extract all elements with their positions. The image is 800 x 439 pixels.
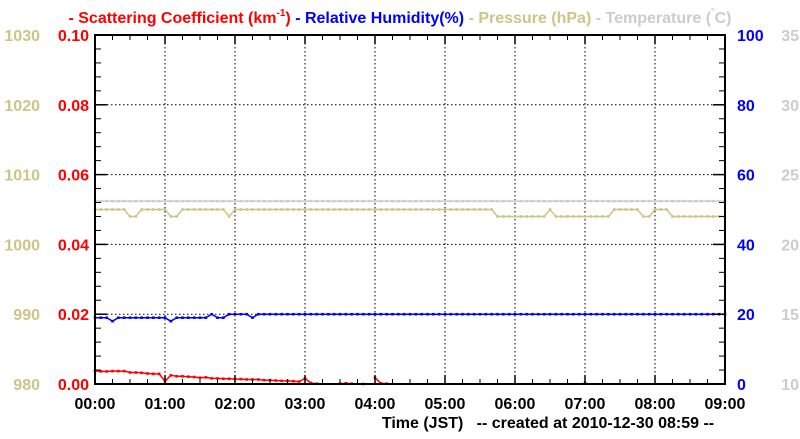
y-tick-label-pressure: 1030 [4,28,40,45]
y-tick-label-pressure: 1010 [4,168,40,185]
x-tick-label: 00:00 [75,396,116,413]
x-tick-label: 09:00 [705,396,746,413]
x-tick-label: 05:00 [425,396,466,413]
series-temperature [94,200,727,203]
y-tick-label-scatter: 0.08 [58,98,89,115]
y-tick-label-temperature: 25 [781,168,799,185]
y-tick-label-humidity: 100 [737,28,764,45]
x-tick-label: 08:00 [635,396,676,413]
y-tick-label-pressure: 1000 [4,237,40,254]
y-tick-label-temperature: 10 [781,377,799,394]
y-tick-label-humidity: 60 [737,168,755,185]
x-tick-label: 06:00 [495,396,536,413]
legend-temperature: - Temperature ( [596,10,712,27]
y-tick-label-scatter: 0.00 [58,377,89,394]
series-pressure [94,208,727,218]
y-tick-label-temperature: 15 [781,307,799,324]
legend-humidity: - Relative Humidity(%) [295,10,464,27]
y-tick-label-pressure: 990 [13,307,40,324]
series-humidity [94,313,727,323]
y-tick-label-scatter: 0.02 [58,307,89,324]
chart-title: - Scattering Coefficient (km-1) - Relati… [68,6,731,27]
legend-pressure: - Pressure (hPa) [469,10,592,27]
series-line-scatter [95,371,317,384]
y-tick-label-humidity: 40 [737,237,755,254]
legend-temperature-end: C) [715,10,732,27]
y-tick-label-scatter: 0.04 [58,237,89,254]
x-tick-label: 07:00 [565,396,606,413]
x-tick-label: 04:00 [355,396,396,413]
x-axis-label: Time (JST) -- created at 2010-12-30 08:5… [382,415,714,432]
legend-scatter: - Scattering Coefficient (km [68,10,276,27]
y-tick-label-pressure: 980 [13,377,40,394]
y-tick-label-scatter: 0.10 [58,28,89,45]
y-tick-label-scatter: 0.06 [58,168,89,185]
series-line-scatter [375,378,387,384]
y-tick-label-humidity: 80 [737,98,755,115]
y-tick-label-temperature: 30 [781,98,799,115]
y-tick-label-temperature: 20 [781,237,799,254]
y-tick-label-humidity: 20 [737,307,755,324]
series-layer [94,200,727,385]
y-tick-label-temperature: 35 [781,28,799,45]
x-tick-label: 02:00 [215,396,256,413]
legend-scatter-end: ) [285,10,290,27]
x-tick-label: 01:00 [145,396,186,413]
y-tick-label-pressure: 1020 [4,98,40,115]
tick-labels: 00:00 01:00 02:00 03:00 04:00 05:00 06:00 07:00… [4,28,799,413]
x-tick-label: 03:00 [285,396,326,413]
y-tick-label-humidity: 0 [737,377,746,394]
